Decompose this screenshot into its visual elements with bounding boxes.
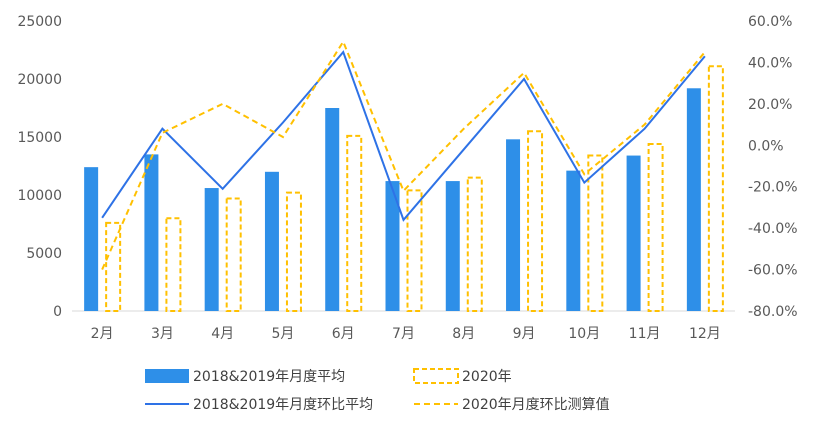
left-tick-label: 15000 bbox=[17, 130, 62, 146]
bar-2020 bbox=[285, 191, 302, 312]
bar-2018-2019 bbox=[506, 139, 521, 311]
right-tick-label: 0.0% bbox=[748, 138, 784, 154]
left-tick-label: 20000 bbox=[17, 72, 62, 88]
right-axis-ticks: -80.0% -60.0% -40.0% -20.0% 0.0% 20.0% 40.0% 60… bbox=[748, 14, 798, 320]
bars bbox=[84, 65, 724, 312]
bar-2020 bbox=[105, 221, 122, 312]
bar-2020 bbox=[225, 197, 242, 312]
line-2020-mom bbox=[101, 39, 706, 270]
bar-2018-2019 bbox=[144, 154, 159, 311]
x-tick-label: 5月 bbox=[271, 326, 294, 342]
legend-label: 2018&2019年月度环比平均 bbox=[193, 397, 373, 413]
left-tick-label: 5000 bbox=[26, 246, 62, 262]
bar-2020 bbox=[466, 176, 483, 312]
right-tick-label: -40.0% bbox=[748, 221, 798, 237]
left-tick-label: 0 bbox=[53, 304, 62, 320]
bar-2018-2019 bbox=[84, 167, 99, 311]
x-tick-label: 12月 bbox=[689, 326, 721, 342]
x-tick-label: 2月 bbox=[91, 326, 114, 342]
legend-label: 2018&2019年月度平均 bbox=[193, 369, 345, 385]
legend-swatch bbox=[145, 369, 189, 383]
bar-2020 bbox=[707, 65, 724, 312]
x-tick-label: 9月 bbox=[513, 326, 536, 342]
legend-label: 2020年 bbox=[462, 369, 512, 385]
bar-2020 bbox=[165, 217, 182, 312]
bar-2020 bbox=[406, 189, 423, 312]
bar-2020 bbox=[346, 134, 363, 312]
bar-2020 bbox=[587, 154, 604, 312]
bar-2018-2019 bbox=[445, 181, 460, 311]
bar-2018-2019 bbox=[385, 181, 400, 311]
x-tick-label: 8月 bbox=[452, 326, 475, 342]
bar-2018-2019 bbox=[686, 88, 701, 311]
bar-2018-2019 bbox=[566, 170, 581, 311]
right-tick-label: -80.0% bbox=[748, 304, 798, 320]
left-tick-label: 10000 bbox=[17, 188, 62, 204]
legend: 2018&2019年月度平均 2020年 2018&2019年月度环比平均 2020年… bbox=[145, 368, 610, 413]
x-tick-label: 4月 bbox=[211, 326, 234, 342]
bar-2018-2019 bbox=[626, 155, 641, 311]
right-tick-label: -20.0% bbox=[748, 180, 798, 196]
legend-item-line-2018-2019: 2018&2019年月度环比平均 bbox=[145, 397, 373, 413]
x-tick-label: 6月 bbox=[332, 326, 355, 342]
bar-2018-2019 bbox=[325, 108, 340, 311]
left-tick-label: 25000 bbox=[17, 14, 62, 30]
legend-item-line-2020: 2020年月度环比测算值 bbox=[414, 397, 610, 413]
x-axis-ticks: 2月 3月 4月 5月 6月 7月 8月 9月 10月 11月 12月 bbox=[91, 326, 721, 342]
legend-swatch bbox=[413, 368, 459, 384]
bar-2020 bbox=[647, 142, 664, 312]
x-tick-label: 3月 bbox=[151, 326, 174, 342]
lines bbox=[101, 39, 706, 270]
legend-label: 2020年月度环比测算值 bbox=[462, 397, 610, 413]
right-tick-label: -60.0% bbox=[748, 263, 798, 279]
x-tick-label: 10月 bbox=[568, 326, 600, 342]
right-tick-label: 60.0% bbox=[748, 14, 792, 30]
x-tick-label: 11月 bbox=[629, 326, 661, 342]
left-axis-ticks: 0 5000 10000 15000 20000 25000 bbox=[17, 14, 62, 320]
bar-2018-2019 bbox=[204, 188, 219, 311]
line-2018-2019-mom bbox=[101, 50, 706, 222]
legend-item-bar-2018-2019: 2018&2019年月度平均 bbox=[145, 369, 345, 385]
bar-2018-2019 bbox=[264, 171, 279, 311]
right-tick-label: 40.0% bbox=[748, 55, 792, 71]
right-tick-label: 20.0% bbox=[748, 97, 792, 113]
bar-2020 bbox=[527, 130, 544, 312]
x-tick-label: 7月 bbox=[392, 326, 415, 342]
legend-item-bar-2020: 2020年 bbox=[413, 368, 512, 385]
